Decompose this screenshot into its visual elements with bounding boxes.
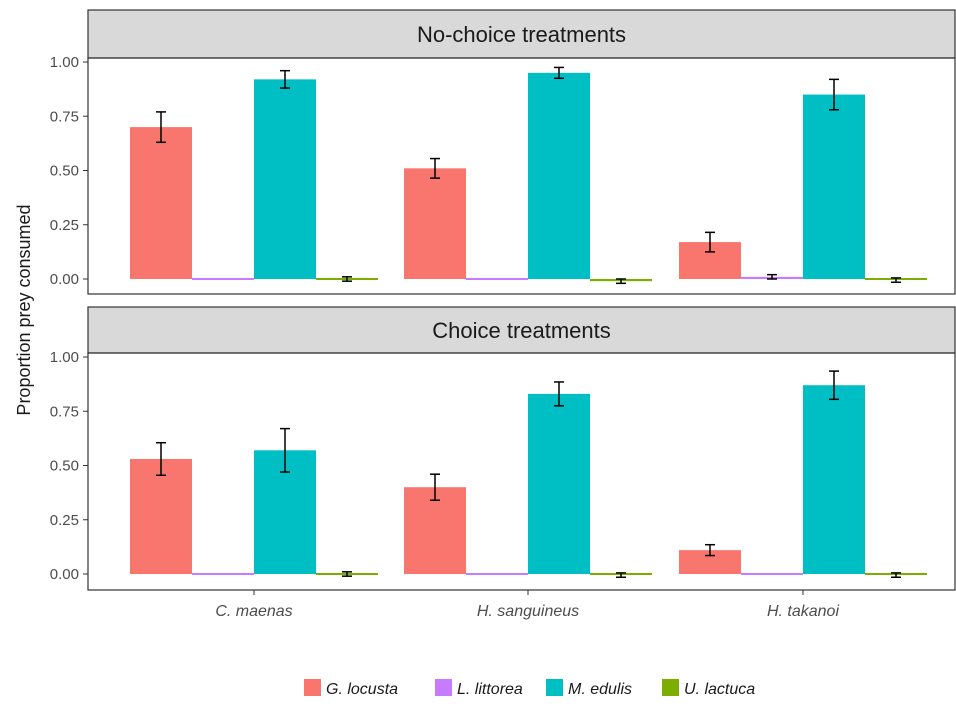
bar-l-littorea-panel2-1 (192, 573, 254, 575)
legend-swatch (546, 679, 563, 696)
panel-frame-2 (87, 352, 956, 591)
y-tick-label: 0.50 (50, 458, 79, 475)
bar-l-littorea-panel2-3 (741, 573, 803, 575)
bar-g-locusta-panel1-1 (130, 127, 192, 279)
y-tick-label: 1.00 (50, 349, 79, 366)
y-tick-label: 1.00 (50, 54, 79, 71)
y-tick-label: 0.25 (50, 217, 79, 234)
bar-g-locusta-panel2-3 (679, 550, 741, 574)
legend-swatch (662, 679, 679, 696)
legend-label: M. edulis (568, 681, 632, 698)
x-tick-label: C. maenas (215, 603, 292, 620)
bar-m-edulis-panel1-3 (803, 94, 865, 279)
y-axis-title: Proportion prey consumed (14, 204, 34, 415)
bar-g-locusta-panel1-2 (404, 168, 466, 279)
x-tick-label: H. sanguineus (477, 603, 579, 620)
legend-label: L. littorea (457, 681, 523, 698)
x-tick-label: H. takanoi (767, 603, 839, 620)
bar-m-edulis-panel1-1 (254, 79, 316, 279)
facet-title-1: No-choice treatments (417, 22, 626, 47)
y-tick-label: 0.75 (50, 108, 79, 125)
legend-label: U. lactuca (684, 681, 755, 698)
legend-label: G. locusta (326, 681, 398, 698)
y-tick-label: 0.00 (50, 566, 79, 583)
bar-m-edulis-panel1-2 (528, 72, 590, 279)
bar-g-locusta-panel2-1 (130, 458, 192, 574)
bar-l-littorea-panel1-1 (192, 278, 254, 280)
bar-l-littorea-panel1-2 (466, 278, 528, 280)
bar-l-littorea-panel2-2 (466, 573, 528, 575)
legend-swatch (435, 679, 452, 696)
bar-m-edulis-panel2-2 (528, 393, 590, 574)
legend-swatch (304, 679, 321, 696)
y-tick-label: 0.50 (50, 163, 79, 180)
y-tick-label: 0.25 (50, 512, 79, 529)
facet-strip-2 (87, 306, 956, 354)
y-tick-label: 0.75 (50, 403, 79, 420)
bar-m-edulis-panel2-3 (803, 385, 865, 574)
facet-strip-1 (87, 9, 956, 59)
facet-title-2: Choice treatments (432, 318, 611, 343)
bar-g-locusta-panel2-2 (404, 487, 466, 574)
panel-frame-1 (87, 57, 956, 295)
y-tick-label: 0.00 (50, 271, 79, 288)
